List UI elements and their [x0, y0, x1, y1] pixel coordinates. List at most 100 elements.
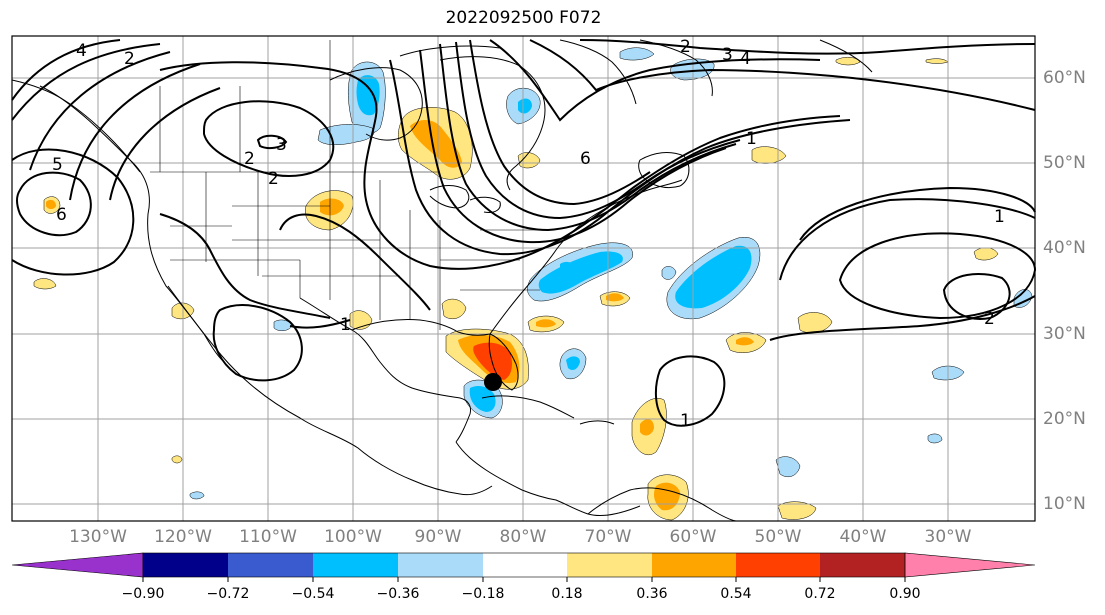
shade-bahamas-blue	[566, 356, 580, 370]
longitude-label: 50°W	[754, 527, 802, 547]
latitude-label: 40°N	[1043, 238, 1086, 258]
colorbar-segment	[398, 553, 483, 577]
colorbar	[11, 552, 1036, 582]
contour-one-west	[159, 213, 331, 319]
longitude-label: 100°W	[324, 527, 382, 547]
contour-canada-small	[256, 134, 288, 150]
latitude-label: 60°N	[1043, 68, 1086, 88]
shade-atl-yellow-1-orange	[606, 293, 624, 302]
coast-central-america	[455, 441, 641, 517]
contour-label: 6	[56, 205, 67, 225]
contour-west-5	[109, 87, 221, 201]
contour-trough-6	[469, 39, 651, 206]
shade-greenland-east-yellow	[835, 57, 861, 66]
shade-carib-orange-1	[640, 419, 654, 436]
shade-florida-red	[473, 342, 512, 380]
shade-cuba-blue	[469, 386, 496, 412]
contour-label: 6	[580, 149, 591, 169]
contour-trough-1	[159, 61, 841, 270]
coast-baja	[167, 285, 223, 361]
shade-catl-blue	[675, 245, 752, 309]
coast-canada-arctic	[399, 39, 637, 105]
contour-trough-3	[419, 49, 727, 244]
shade-epac-small-blue	[189, 491, 205, 500]
shade-ontario-orange	[410, 120, 462, 168]
coast-south-america	[587, 487, 737, 522]
shade-pacific-sw-yellow	[33, 278, 57, 290]
longitude-label: 90°W	[414, 527, 462, 547]
shade-atl-yellow-10	[777, 501, 817, 520]
colorbar-tick-label: 0.36	[636, 586, 668, 602]
shade-atl-blue-9	[775, 456, 801, 477]
contour-west-2	[11, 43, 161, 121]
contour-label: 4	[740, 49, 751, 69]
latitude-label: 20°N	[1043, 409, 1086, 429]
contour-trough-5	[455, 41, 741, 220]
graticule	[12, 36, 1035, 521]
shade-labrador-blue	[518, 98, 532, 114]
longitude-label: 40°W	[839, 527, 887, 547]
contour-label: 2	[124, 49, 135, 69]
colorbar-segment	[483, 553, 567, 577]
longitude-label: 80°W	[499, 527, 547, 547]
coast-cuba	[481, 395, 615, 425]
contour-ridge-3	[579, 39, 1036, 55]
shade-atl-yellow-3-orange	[736, 337, 754, 346]
colorbar-tick-label: −0.90	[121, 586, 165, 602]
longitude-label: 70°W	[584, 527, 632, 547]
contour-carib-loop	[654, 355, 726, 427]
colorbar-segment	[228, 553, 313, 577]
contour-canada-loop	[202, 100, 335, 177]
shade-gulfcoast-yellow	[441, 298, 467, 319]
coast-labrador	[439, 56, 546, 191]
contour-label: 3	[276, 135, 287, 155]
shade-atl-blue-small	[661, 266, 677, 280]
contour-pacific-low-1	[16, 171, 92, 237]
contour-label: 1	[994, 207, 1005, 227]
colorbar-tick-label: −0.72	[206, 586, 250, 602]
longitude-label: 30°W	[924, 527, 972, 547]
colorbar-segment	[567, 553, 652, 577]
shade-atl-yellow-2-orange	[536, 319, 556, 328]
contour-pacific-low-2	[11, 148, 135, 276]
coast-gulf-north	[351, 319, 491, 336]
coast-hudson	[329, 67, 423, 141]
map-title: 2022092500 F072	[445, 8, 602, 28]
shade-sa-orange	[654, 482, 680, 511]
contour-label: 2	[244, 149, 255, 169]
colorbar-segment	[820, 553, 905, 577]
colorbar-tick-label: −0.18	[461, 586, 505, 602]
map-border	[11, 35, 1036, 522]
contour-lines	[11, 39, 1037, 427]
shade-pacific-orange	[46, 199, 56, 209]
contour-label: 2	[268, 169, 279, 189]
shade-atl-band-blue	[538, 251, 623, 294]
colorbar-segment	[652, 553, 736, 577]
colorbar-tick-label: 0.54	[720, 586, 752, 602]
contour-atl-high-1	[799, 186, 1036, 241]
shade-plains-orange	[320, 198, 344, 216]
colorbar-extend-low	[11, 552, 144, 578]
shade-greenland-top	[619, 47, 655, 61]
political-boundaries	[150, 40, 540, 330]
colorbar-segment	[736, 553, 820, 577]
colorbar-tick-label: 0.18	[551, 586, 583, 602]
colorbar-tick-label: −0.36	[376, 586, 420, 602]
contour-label: 3	[722, 45, 733, 65]
contour-label: 5	[52, 155, 63, 175]
contour-label-group: 4 2 2 3 2 1 5 6 6 1 2 3 4 6 1 1 2 1 1	[52, 37, 1005, 431]
latitude-label: 50°N	[1043, 153, 1086, 173]
contour-atl-high-inner	[942, 273, 1011, 320]
latitude-label: 10°N	[1043, 494, 1086, 514]
contour-trough-4	[439, 43, 737, 232]
longitude-label: 130°W	[69, 527, 127, 547]
colorbar-extend-high	[904, 552, 1036, 578]
shade-epac-small-yellow	[171, 455, 183, 464]
shade-atl-small-blue	[560, 261, 574, 271]
contour-west-1	[11, 39, 121, 101]
contour-label: 1	[680, 411, 691, 431]
contour-trough-2	[389, 59, 851, 256]
contour-label: 4	[76, 41, 87, 61]
longitude-label: 110°W	[239, 527, 297, 547]
